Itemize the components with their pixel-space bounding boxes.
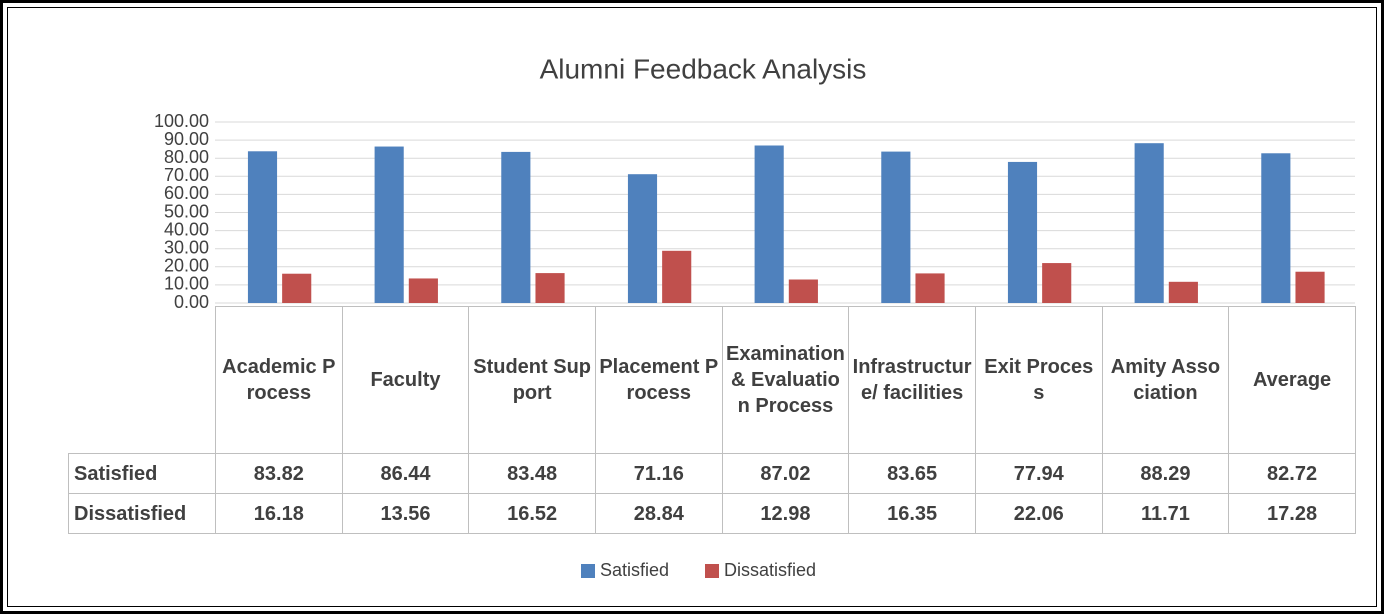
value-cell: 71.16 — [594, 453, 723, 494]
bar — [627, 174, 658, 303]
table-row: Satisfied 83.82 86.44 83.48 71.16 87.02 83.65 7… — [68, 453, 1356, 494]
category-label: Amity Association — [1101, 306, 1230, 454]
value-cell: 11.71 — [1101, 493, 1230, 534]
bar — [915, 273, 945, 303]
value-cell: 16.52 — [468, 493, 596, 534]
y-tick-label: 60.00 — [164, 183, 209, 203]
legend-label: Dissatisfied — [724, 560, 816, 580]
chart-border — [7, 7, 1377, 607]
y-tick-label: 100.00 — [154, 111, 209, 131]
category-label: Placement Process — [594, 306, 723, 454]
y-tick-label: 30.00 — [164, 237, 209, 257]
bar — [1295, 271, 1325, 303]
y-tick-label: 80.00 — [164, 147, 209, 167]
bar — [1168, 281, 1198, 303]
chart: Alumni Feedback Analysis 0.0010.0020.003… — [154, 53, 1355, 580]
value-cell: 17.28 — [1228, 493, 1356, 534]
category-label: Academic Process — [215, 306, 343, 454]
value-cell: 77.94 — [974, 453, 1103, 494]
bar — [374, 146, 404, 303]
y-tick-label: 70.00 — [164, 165, 209, 185]
bar — [408, 278, 438, 303]
bar — [1042, 263, 1072, 303]
bar — [1007, 161, 1038, 303]
value-cell: 28.84 — [594, 493, 723, 534]
value-cell: 83.82 — [215, 453, 343, 494]
value-cell: 82.72 — [1228, 453, 1356, 494]
bar — [754, 145, 784, 303]
category-label: Average — [1228, 306, 1356, 454]
category-label: Faculty — [341, 306, 470, 454]
category-label: Student Support — [468, 306, 596, 454]
y-tick-label: 10.00 — [164, 274, 209, 294]
table-row: Dissatisfied 16.18 13.56 16.52 28.84 12.98 16.… — [68, 493, 1356, 534]
value-cell: 83.65 — [848, 453, 976, 494]
data-table: Academic Process Faculty Student Support Pl… — [68, 306, 1356, 534]
bar — [535, 273, 565, 303]
value-cell: 88.29 — [1101, 453, 1230, 494]
category-label: Examination & Evaluation Process — [721, 306, 850, 454]
legend-label: Satisfied — [600, 560, 669, 580]
bar — [247, 151, 278, 303]
bar — [788, 279, 818, 303]
chart-title: Alumni Feedback Analysis — [540, 53, 867, 84]
y-tick-label: 50.00 — [164, 201, 209, 221]
value-cell: 16.18 — [215, 493, 343, 534]
bar — [1134, 143, 1164, 303]
table-header-row: Academic Process Faculty Student Support Pl… — [68, 306, 1356, 454]
value-cell: 13.56 — [341, 493, 470, 534]
value-cell: 87.02 — [721, 453, 850, 494]
value-cell: 22.06 — [974, 493, 1103, 534]
category-label: Infrastructure/ facilities — [848, 306, 976, 454]
value-cell: 12.98 — [721, 493, 850, 534]
bar — [282, 273, 312, 303]
series-label: Satisfied — [68, 453, 216, 494]
bar — [1261, 153, 1291, 303]
bar — [501, 151, 531, 303]
category-label: Exit Process — [974, 306, 1103, 454]
bar — [881, 151, 911, 303]
table-corner — [68, 306, 216, 454]
legend-swatch — [705, 564, 719, 578]
y-tick-label: 90.00 — [164, 129, 209, 149]
value-cell: 86.44 — [341, 453, 470, 494]
series-label: Dissatisfied — [68, 493, 216, 534]
legend-swatch — [581, 564, 595, 578]
y-tick-label: 20.00 — [164, 256, 209, 276]
value-cell: 83.48 — [468, 453, 596, 494]
bar — [662, 250, 692, 303]
y-tick-label: 40.00 — [164, 219, 209, 239]
value-cell: 16.35 — [848, 493, 976, 534]
